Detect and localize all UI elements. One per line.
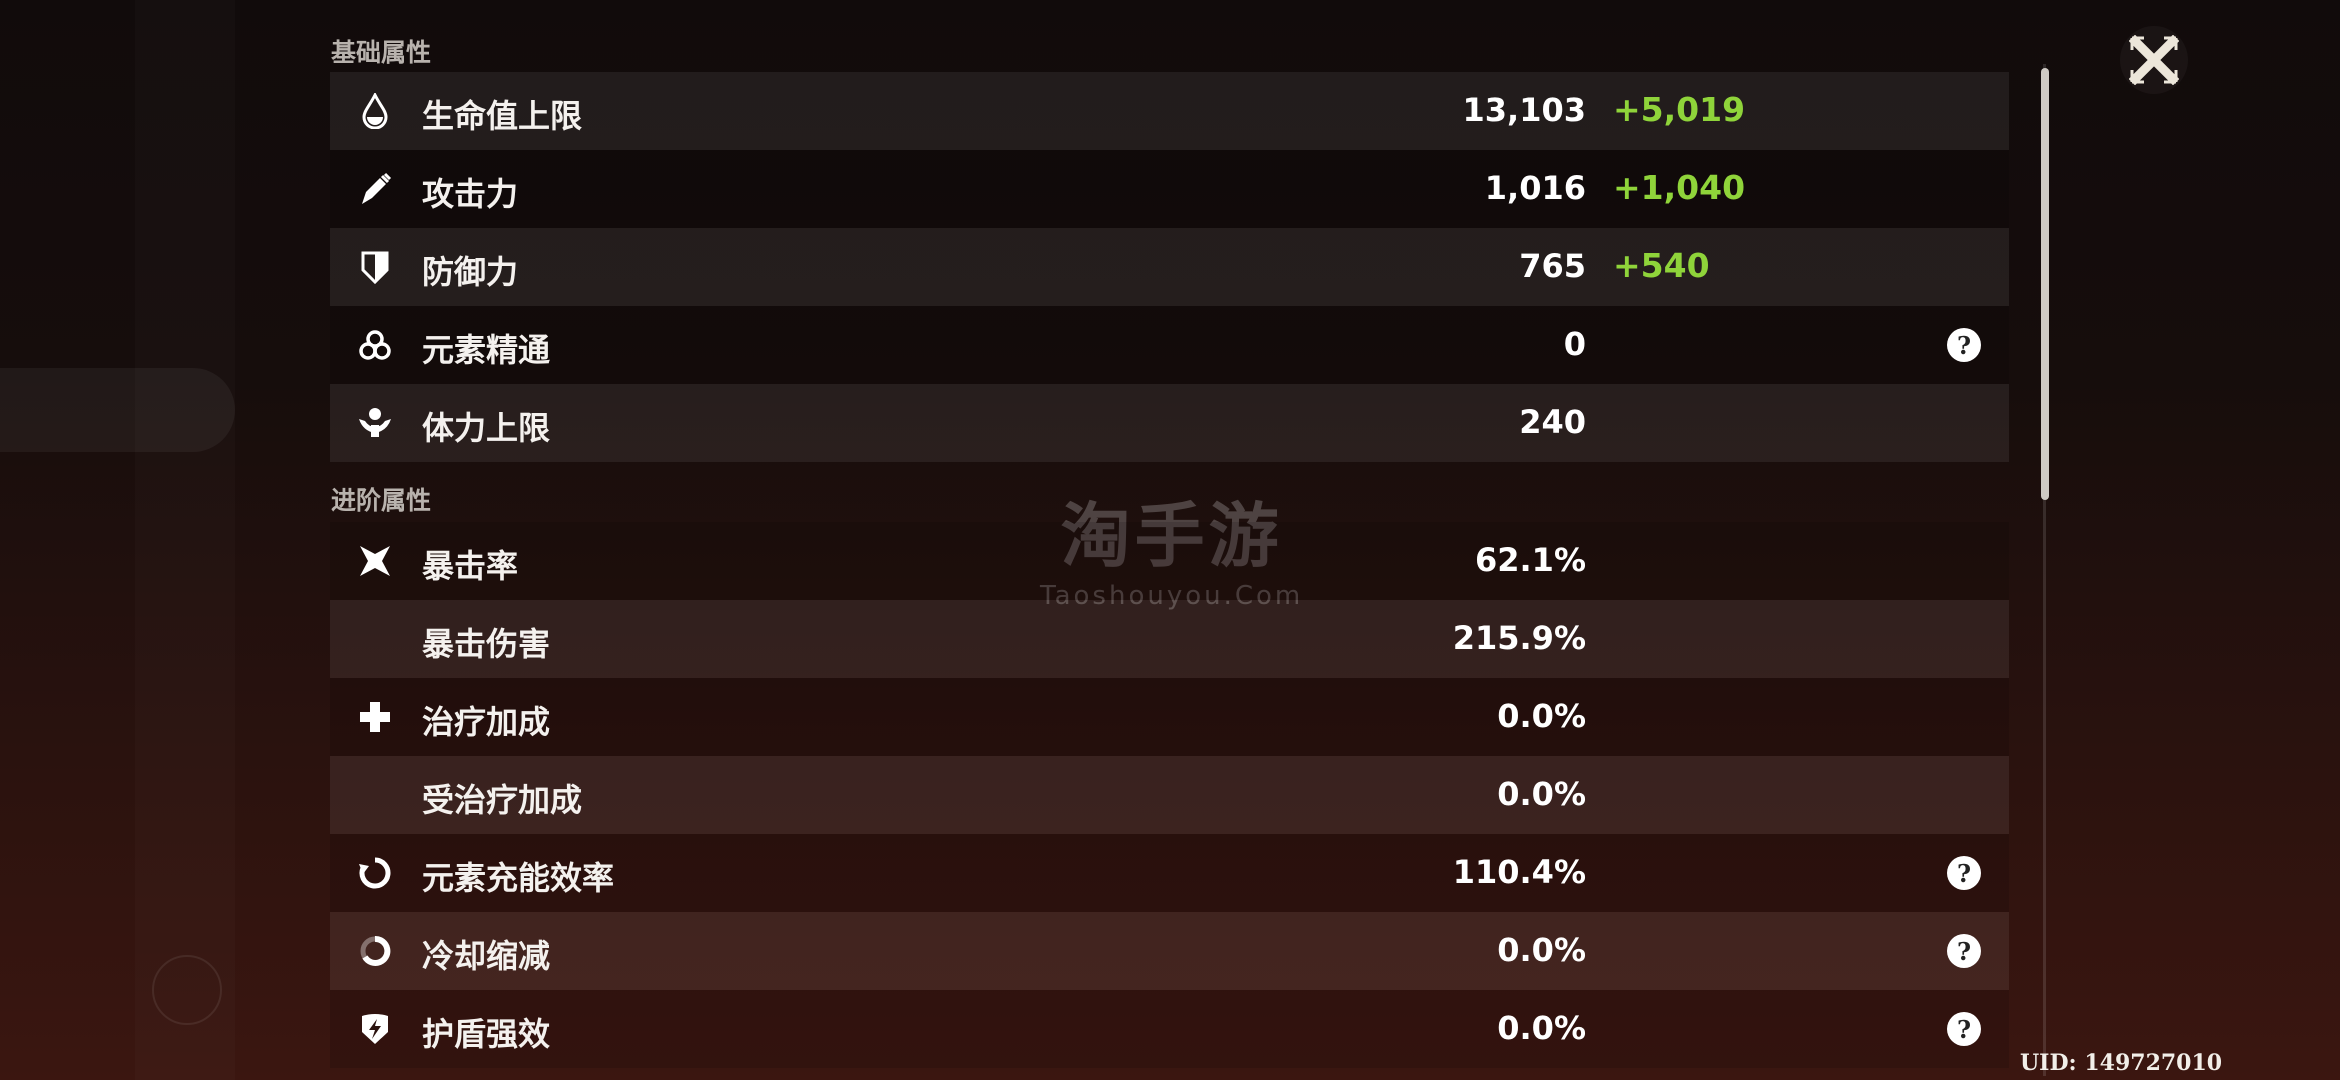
shield-strength-icon (356, 1010, 394, 1048)
elemental-mastery-icon (356, 326, 394, 364)
grid-menu-button[interactable] (152, 955, 222, 1025)
help-icon[interactable]: ? (1947, 934, 1981, 968)
scrollbar-track[interactable] (2043, 64, 2046, 1076)
shield-icon (356, 248, 394, 286)
stat-value: 62.1% (1474, 541, 1586, 579)
energy-recharge-icon (356, 854, 394, 892)
close-button[interactable] (2120, 26, 2188, 94)
section-title: 进阶属性 (331, 486, 432, 515)
stat-value: 215.9% (1452, 619, 1586, 657)
stat-value: 765 (1519, 247, 1586, 285)
healing-cross-icon (356, 698, 394, 736)
hp-droplet-icon (356, 92, 394, 130)
stat-value: 0 (1563, 325, 1586, 363)
stat-bonus: +540 (1613, 246, 1710, 285)
stat-row (330, 834, 2009, 912)
character-sidebar (135, 0, 235, 1080)
stat-label: 冷却缩减 (422, 937, 551, 975)
stat-row (330, 150, 2009, 228)
stat-value: 240 (1519, 403, 1586, 441)
help-icon[interactable]: ? (1947, 1012, 1981, 1046)
stat-row (330, 72, 2009, 150)
stat-label: 生命值上限 (422, 97, 583, 135)
stat-label: 护盾强效 (422, 1015, 551, 1053)
stat-row (330, 600, 2009, 678)
stat-label: 暴击伤害 (422, 625, 551, 663)
uid-label: UID: 149727010 (2020, 1050, 2223, 1076)
stat-row (330, 306, 2009, 384)
cooldown-icon (356, 932, 394, 970)
stat-row (330, 384, 2009, 462)
help-icon[interactable]: ? (1947, 856, 1981, 890)
stat-bonus: +1,040 (1613, 168, 1746, 207)
stat-label: 防御力 (422, 253, 519, 291)
stat-bonus: +5,019 (1613, 90, 1746, 129)
stat-value: 0.0% (1497, 1009, 1586, 1047)
stat-label: 受治疗加成 (422, 781, 583, 819)
stat-label: 治疗加成 (422, 703, 551, 741)
stat-row (330, 990, 2009, 1068)
stat-label: 元素充能效率 (422, 859, 615, 897)
stat-value: 0.0% (1497, 697, 1586, 735)
close-icon (2129, 35, 2179, 85)
stat-row (330, 756, 2009, 834)
watermark: 淘手游 Taoshouyou.Com (1040, 495, 1304, 611)
section-title: 基础属性 (331, 38, 432, 67)
help-icon[interactable]: ? (1947, 328, 1981, 362)
sidebar-selected-character[interactable] (0, 368, 235, 452)
stat-row (330, 228, 2009, 306)
stat-label: 攻击力 (422, 175, 519, 213)
stat-value: 110.4% (1452, 853, 1586, 891)
sword-icon (356, 170, 394, 208)
stat-row (330, 522, 2009, 600)
crit-star-icon (356, 542, 394, 580)
scrollbar-thumb[interactable] (2041, 68, 2049, 500)
stamina-icon (356, 404, 394, 442)
stat-label: 元素精通 (422, 331, 551, 369)
stat-label: 暴击率 (422, 547, 519, 585)
stat-value: 13,103 (1462, 91, 1586, 129)
stat-value: 0.0% (1497, 775, 1586, 813)
stat-value: 0.0% (1497, 931, 1586, 969)
stat-row (330, 912, 2009, 990)
stat-label: 体力上限 (422, 409, 551, 447)
stat-row (330, 678, 2009, 756)
stat-value: 1,016 (1484, 169, 1586, 207)
